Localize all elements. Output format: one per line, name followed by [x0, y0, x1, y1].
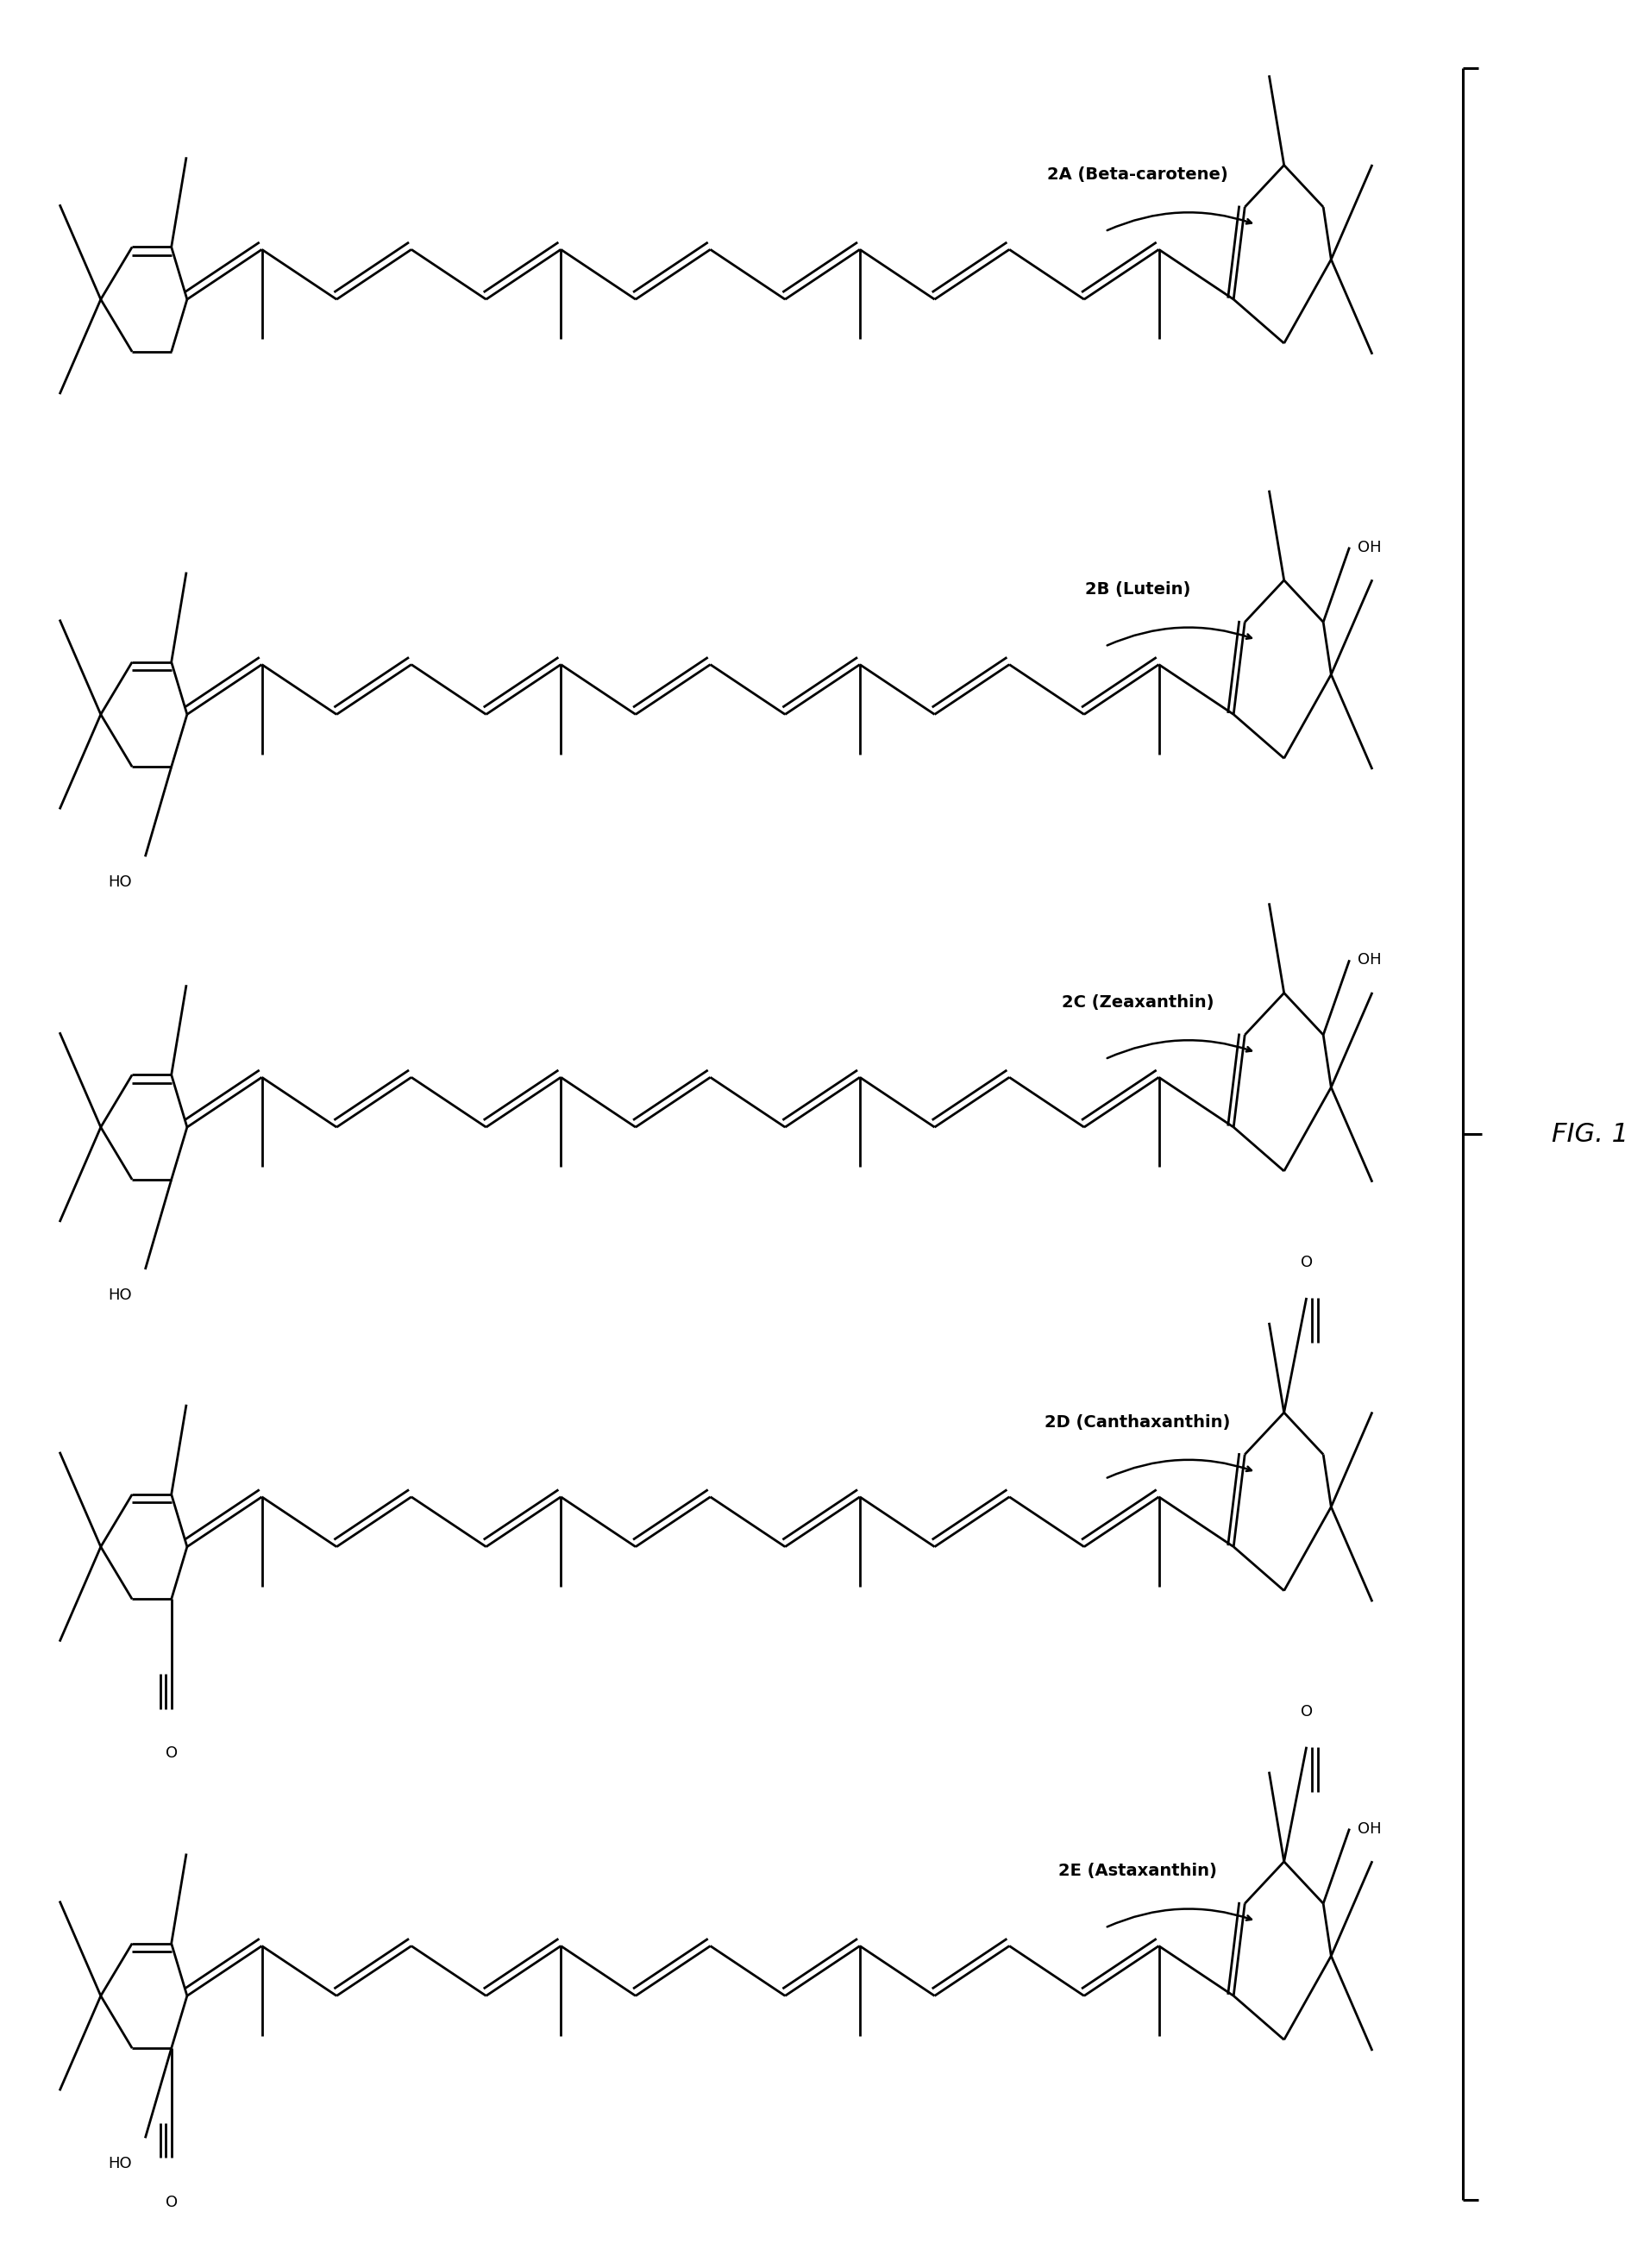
Text: OH: OH	[1357, 540, 1381, 556]
Text: FIG. 1: FIG. 1	[1552, 1120, 1625, 1148]
Text: 2E (Astaxanthin): 2E (Astaxanthin)	[1058, 1862, 1217, 1880]
Text: O: O	[166, 1746, 177, 1760]
Text: OH: OH	[1357, 953, 1381, 968]
Text: OH: OH	[1357, 1821, 1381, 1837]
Text: 2D (Canthaxanthin): 2D (Canthaxanthin)	[1045, 1413, 1230, 1431]
Text: 2B (Lutein): 2B (Lutein)	[1086, 581, 1190, 599]
Text: O: O	[1300, 1703, 1313, 1719]
Text: O: O	[1300, 1254, 1313, 1270]
Text: HO: HO	[109, 2157, 132, 2173]
Text: 2A (Beta-carotene): 2A (Beta-carotene)	[1046, 166, 1228, 184]
Text: O: O	[166, 2195, 177, 2209]
Text: 2C (Zeaxanthin): 2C (Zeaxanthin)	[1061, 993, 1214, 1012]
Text: HO: HO	[109, 1288, 132, 1304]
Text: HO: HO	[109, 875, 132, 891]
